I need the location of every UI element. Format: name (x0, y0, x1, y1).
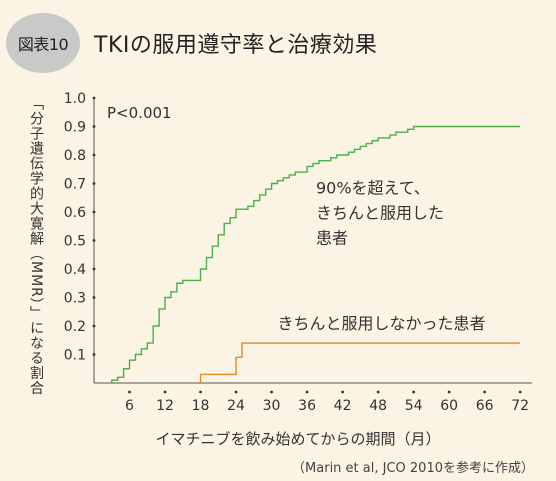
y-tick-mark (92, 324, 96, 328)
y-tick-label: 0.3 (64, 291, 86, 307)
x-tick-mark (412, 390, 416, 394)
series-line-2 (199, 342, 521, 383)
x-tick-mark (447, 390, 451, 394)
x-tick-label: 24 (227, 398, 245, 414)
x-tick-mark (270, 390, 273, 394)
x-tick-mark (234, 390, 238, 394)
y-tick-label: 0.7 (64, 177, 86, 193)
y-tick-mark (92, 125, 96, 128)
x-tick-label: 66 (476, 398, 494, 414)
y-tick-label: 0.6 (64, 205, 86, 221)
x-tick-label: 30 (263, 398, 281, 414)
ticks: 0.1 0.2 0.3 0.4 0.5 0.6 0.7 0.8 0.9 1.0 6 12 18 24 30 3… (64, 91, 529, 414)
y-tick-mark (92, 210, 96, 214)
y-tick-mark (92, 182, 96, 185)
y-tick-mark (92, 239, 96, 242)
adherent-annotation: 90%を超えて、きちんと服用した患者 (316, 178, 444, 247)
x-tick-mark (341, 390, 344, 394)
y-tick-mark (92, 267, 96, 271)
y-tick-label: 0.9 (64, 120, 86, 136)
x-tick-mark (128, 390, 131, 394)
series-line-1 (111, 125, 521, 383)
x-tick-mark (483, 390, 487, 394)
x-tick-mark (376, 390, 380, 394)
x-tick-mark (199, 390, 202, 394)
x-tick-mark (518, 390, 522, 394)
y-tick-mark (92, 296, 96, 299)
x-tick-label: 72 (511, 398, 529, 414)
adherent-annotation-line: きちんと服用した (316, 203, 444, 222)
y-tick-mark (92, 353, 96, 356)
adherent-annotation-line: 患者 (316, 228, 348, 247)
adherent-annotation-line: 90%を超えて、 (316, 178, 430, 197)
y-tick-label: 1.0 (64, 91, 86, 107)
x-tick-label: 12 (156, 398, 174, 414)
p-value-label: P<0.001 (107, 104, 172, 122)
x-tick-label: 42 (334, 398, 352, 414)
x-tick-label: 54 (405, 398, 423, 414)
x-tick-label: 48 (369, 398, 387, 414)
y-tick-label: 0.4 (64, 262, 86, 278)
y-axis-label: 「分子遺伝学的大寛解（MMR）」になる割合 (28, 96, 44, 396)
x-tick-mark (305, 390, 309, 394)
y-tick-label: 0.5 (64, 234, 86, 250)
source-note: （Marin et al, JCO 2010を参考に作成） (292, 461, 534, 476)
y-tick-label: 0.2 (64, 319, 86, 335)
x-tick-label: 36 (298, 398, 316, 414)
figure-title: TKIの服用遵守率と治療効果 (94, 33, 378, 58)
y-tick-label: 0.8 (64, 148, 86, 164)
x-tick-label: 6 (125, 398, 134, 414)
figure-badge: 図表10 (6, 13, 80, 73)
x-tick-label: 60 (440, 398, 458, 414)
y-tick-mark (92, 96, 96, 100)
y-tick-label: 0.1 (64, 348, 86, 364)
nonadherent-annotation: きちんと服用しなかった患者 (277, 314, 485, 333)
x-tick-mark (163, 390, 167, 394)
y-tick-mark (92, 153, 96, 157)
series-lines (111, 125, 521, 383)
axes (93, 98, 532, 384)
x-tick-label: 18 (192, 398, 210, 414)
x-axis-label: イマチニブを飲み始めてからの期間（月） (155, 430, 441, 448)
